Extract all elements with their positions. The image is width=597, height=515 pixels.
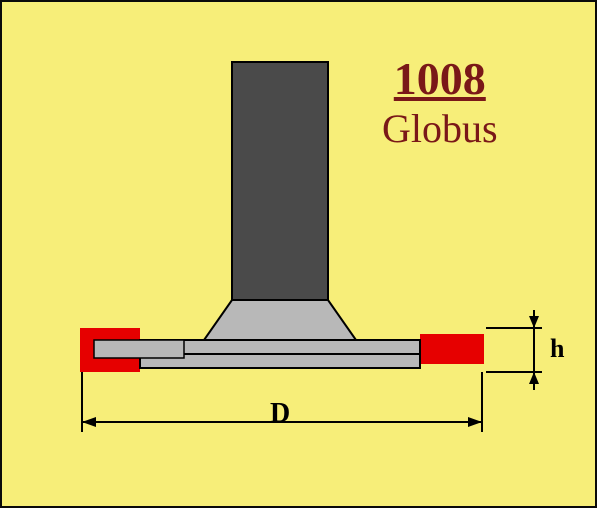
title-block: 1008 Globus xyxy=(382,52,498,152)
dimension-h-label: h xyxy=(550,334,564,364)
dimension-d-label: D xyxy=(270,398,290,430)
product-number: 1008 xyxy=(382,52,498,105)
diagram-canvas: 1008 Globus D h xyxy=(0,0,597,508)
technical-drawing xyxy=(2,2,597,510)
product-name: Globus xyxy=(382,105,498,152)
